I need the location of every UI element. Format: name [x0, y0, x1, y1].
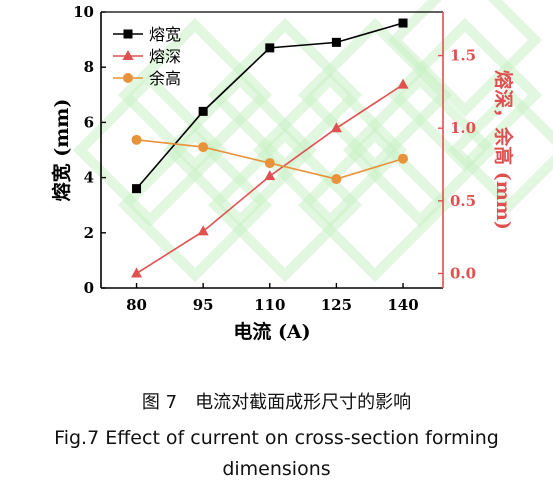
right-tick-label: 0.0 [450, 264, 476, 282]
legend-marker [122, 50, 134, 60]
right-tick-label: 0.5 [450, 192, 476, 210]
data-point-熔深 [131, 267, 143, 278]
plot-frame [100, 11, 444, 289]
left-tick-label: 4 [84, 169, 94, 187]
data-point-余高 [398, 153, 409, 164]
right-tick-label: 1.5 [450, 47, 476, 65]
data-point-熔宽 [198, 106, 208, 116]
data-point-余高 [264, 158, 275, 169]
data-point-熔宽 [331, 37, 341, 47]
x-tick-label: 110 [254, 296, 285, 314]
right-axis-title: 熔深，余高 (mm) [492, 70, 515, 230]
series-layer [131, 18, 409, 278]
watermark-diamond [117, 127, 273, 283]
data-point-熔深 [197, 225, 209, 236]
data-point-熔宽 [398, 18, 408, 28]
figure-caption-cn: 图 7 电流对截面成形尺寸的影响 [141, 392, 412, 413]
watermark-diamond [117, 17, 273, 173]
watermark-diamond [162, 72, 318, 228]
legend-marker [123, 29, 133, 39]
chart: 0 2 4 6 8 10 熔宽 (mm) 0.0 0.5 1.0 1.5 熔深，余高 (mm) 80… [50, 0, 553, 343]
left-tick-label: 10 [73, 3, 94, 21]
x-tick-label: 80 [126, 296, 147, 314]
data-point-熔深 [264, 170, 276, 181]
x-tick-label: 95 [193, 296, 214, 314]
legend-marker [123, 73, 133, 83]
right-tick-label: 1.0 [450, 119, 476, 137]
figure-caption-en-continued: dimensions [222, 458, 331, 480]
x-tick-label: 140 [387, 296, 418, 314]
x-axis: 80 95 110 125 140 电流 (A) [126, 283, 419, 343]
watermark-diamond [447, 87, 553, 213]
left-axis: 0 2 4 6 8 10 熔宽 (mm) [50, 3, 106, 297]
data-point-熔宽 [265, 43, 275, 53]
watermark-diamond [387, 0, 543, 118]
data-point-余高 [131, 134, 142, 145]
left-axis-title: 熔宽 (mm) [50, 99, 73, 202]
watermark-diamond [342, 72, 498, 228]
watermark-diamond [297, 127, 453, 283]
x-tick-label: 125 [321, 296, 352, 314]
legend-label: 熔深 [149, 47, 181, 66]
x-axis-title: 电流 (A) [233, 320, 310, 343]
data-point-熔宽 [132, 184, 142, 194]
legend-label: 余高 [149, 69, 181, 88]
left-tick-label: 0 [84, 279, 94, 297]
left-tick-label: 2 [84, 224, 94, 242]
data-point-余高 [331, 174, 342, 185]
data-point-熔深 [330, 122, 342, 133]
figure-caption-en: Fig.7 Effect of current on cross-section… [54, 427, 499, 449]
left-tick-label: 6 [84, 113, 94, 131]
left-tick-label: 8 [84, 58, 94, 76]
data-point-余高 [198, 142, 209, 153]
data-point-熔深 [397, 78, 409, 89]
legend-label: 熔宽 [149, 25, 181, 44]
right-axis: 0.0 0.5 1.0 1.5 熔深，余高 (mm) [438, 47, 515, 282]
watermark-diamond [297, 17, 453, 173]
